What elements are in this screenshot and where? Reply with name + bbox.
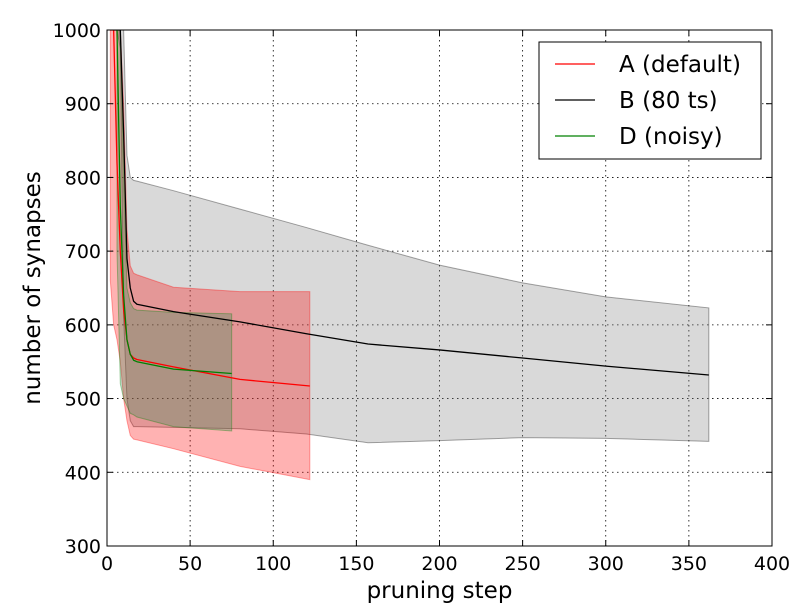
x-tick-label: 50 xyxy=(178,553,202,575)
y-tick-label: 700 xyxy=(65,241,101,263)
y-tick-label: 300 xyxy=(65,536,101,558)
legend-label: B (80 ts) xyxy=(619,88,718,114)
x-axis-label: pruning step xyxy=(367,578,513,604)
line-d xyxy=(116,30,232,375)
y-tick-label: 500 xyxy=(65,389,101,411)
legend: A (default) B (80 ts) D (noisy) xyxy=(538,41,762,160)
band-d xyxy=(116,30,233,432)
y-tick-label: 1000 xyxy=(53,20,101,42)
y-tick-label: 900 xyxy=(65,94,101,116)
y-tick-label: 400 xyxy=(65,462,101,484)
x-tick-label: 150 xyxy=(338,553,374,575)
x-tick-label: 350 xyxy=(671,553,707,575)
confidence-bands xyxy=(109,30,710,481)
legend-label: D (noisy) xyxy=(619,124,723,150)
x-tick-label: 300 xyxy=(588,553,624,575)
legend-label: A (default) xyxy=(619,52,741,78)
axis-ticks: 0 50 100 150 200 250 300 350 400 300 400 500 600 700 8… xyxy=(53,20,790,575)
band-a xyxy=(109,30,311,481)
line-b xyxy=(113,30,709,376)
grid xyxy=(107,30,772,546)
y-tick-label: 600 xyxy=(65,315,101,337)
y-axis-label: number of synapses xyxy=(20,171,46,405)
series-lines xyxy=(110,30,709,387)
x-tick-label: 200 xyxy=(421,553,457,575)
y-tick-label: 800 xyxy=(65,167,101,189)
x-tick-label: 0 xyxy=(101,553,113,575)
x-tick-label: 400 xyxy=(754,553,790,575)
x-tick-label: 250 xyxy=(504,553,540,575)
x-tick-label: 100 xyxy=(255,553,291,575)
